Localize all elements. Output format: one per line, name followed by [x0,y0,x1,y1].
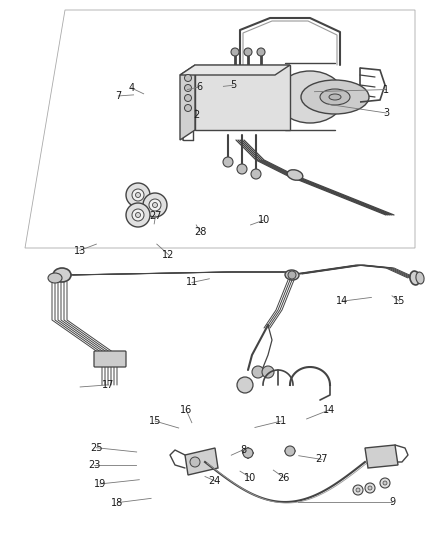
Text: 5: 5 [230,80,236,90]
Circle shape [365,483,375,493]
Text: 3: 3 [383,108,389,118]
Circle shape [237,377,253,393]
Circle shape [126,203,150,227]
Text: 27: 27 [316,455,328,464]
Text: 14: 14 [323,405,336,415]
Circle shape [152,203,158,207]
Text: 15: 15 [149,416,161,426]
Circle shape [231,48,239,56]
Circle shape [368,486,372,490]
Circle shape [132,189,144,201]
Text: 6: 6 [196,82,202,92]
Text: 8: 8 [240,445,246,455]
Text: 26: 26 [278,473,290,482]
Text: 16: 16 [180,405,192,415]
Text: 11: 11 [186,278,198,287]
Circle shape [184,85,191,92]
Text: 10: 10 [258,215,270,225]
Text: 13: 13 [74,246,86,255]
Polygon shape [195,65,290,130]
Text: 23: 23 [88,461,100,470]
Ellipse shape [301,80,369,114]
Circle shape [143,193,167,217]
Circle shape [262,366,274,378]
Circle shape [149,199,161,211]
Text: 14: 14 [336,296,349,306]
Circle shape [132,209,144,221]
Text: 18: 18 [111,498,124,507]
Circle shape [288,271,296,279]
Polygon shape [180,65,195,140]
Ellipse shape [53,268,71,282]
Circle shape [383,481,387,485]
Circle shape [285,446,295,456]
Text: 12: 12 [162,250,175,260]
Ellipse shape [320,89,350,105]
Circle shape [251,169,261,179]
Circle shape [184,75,191,82]
Text: 1: 1 [383,85,389,94]
Polygon shape [180,65,290,75]
Ellipse shape [329,94,341,100]
Circle shape [257,48,265,56]
Circle shape [126,183,150,207]
Ellipse shape [285,270,299,280]
Ellipse shape [416,272,424,284]
Circle shape [356,488,360,492]
Circle shape [184,94,191,101]
Circle shape [135,192,141,198]
Circle shape [184,104,191,111]
Polygon shape [365,445,398,468]
Circle shape [135,213,141,217]
Text: 7: 7 [115,91,121,101]
Ellipse shape [276,71,344,123]
Text: 9: 9 [389,497,395,507]
Text: 28: 28 [194,228,207,237]
Circle shape [252,366,264,378]
Circle shape [380,478,390,488]
Ellipse shape [48,273,62,283]
Text: 10: 10 [244,473,257,482]
Circle shape [353,485,363,495]
Text: 27: 27 [149,211,162,221]
Text: 25: 25 [90,443,102,453]
Circle shape [243,448,253,458]
Polygon shape [185,448,218,475]
Text: 2: 2 [193,110,199,119]
Text: 15: 15 [393,296,406,306]
Ellipse shape [287,169,303,180]
Text: 4: 4 [128,83,134,93]
Circle shape [237,164,247,174]
Text: 19: 19 [94,479,106,489]
Circle shape [190,457,200,467]
Text: 11: 11 [275,416,287,426]
Text: 17: 17 [102,380,115,390]
Circle shape [223,157,233,167]
Text: 24: 24 [208,476,221,486]
Circle shape [244,48,252,56]
Ellipse shape [410,271,420,285]
FancyBboxPatch shape [94,351,126,367]
